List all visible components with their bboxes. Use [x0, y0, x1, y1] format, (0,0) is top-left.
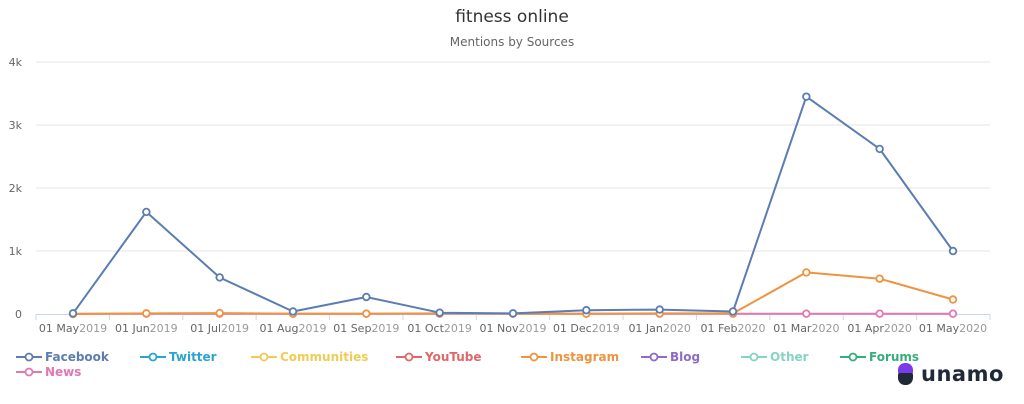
legend-label: News: [45, 365, 82, 379]
x-tick-label: 01 Feb2020: [701, 322, 766, 335]
brand-logo-mark-icon: [898, 363, 913, 385]
x-tick-label: 01 Apr2020: [847, 322, 912, 335]
x-tick-label: 01 Dec2019: [553, 322, 620, 335]
data-point-facebook: [215, 273, 224, 282]
y-tick-label: 4k: [9, 56, 23, 69]
data-point-facebook: [582, 306, 591, 315]
legend-symbol-icon: [641, 352, 667, 362]
data-point-instagram: [215, 308, 224, 318]
legend-label: Blog: [670, 350, 701, 364]
legend-item-forums[interactable]: Forums: [839, 350, 919, 364]
legend-symbol-icon: [741, 352, 767, 362]
data-point-instagram: [948, 295, 958, 304]
legend-symbol-icon: [140, 352, 166, 362]
legend-label: Forums: [869, 350, 920, 364]
data-point-facebook: [435, 308, 444, 317]
legend-item-news[interactable]: News: [15, 365, 81, 379]
legend-item-instagram[interactable]: Instagram: [520, 350, 619, 364]
x-tick-label: 01 Sep2019: [333, 322, 399, 335]
data-point-facebook: [68, 309, 78, 318]
x-tick-label: 01 Jan2020: [628, 322, 690, 335]
legend-symbol-icon: [16, 367, 42, 377]
y-tick-label: 3k: [9, 119, 23, 132]
legend-item-other[interactable]: Other: [740, 350, 809, 364]
legend-label: Instagram: [550, 350, 620, 364]
x-tick-label: 01 Oct2019: [407, 322, 472, 335]
chart-title: fitness online: [455, 7, 569, 27]
chart-subtitle: Mentions by Sources: [449, 35, 575, 49]
data-point-instagram: [362, 309, 371, 318]
legend-symbol-icon: [521, 352, 547, 362]
y-tick-label: 1k: [9, 245, 23, 258]
x-tick-label: 01 May2019: [39, 322, 107, 335]
data-point-facebook: [948, 246, 958, 256]
legend-label: Other: [770, 350, 809, 364]
data-point-facebook: [875, 144, 884, 154]
data-point-facebook: [508, 309, 518, 318]
data-point-facebook: [802, 92, 811, 101]
legend-label: YouTube: [425, 350, 482, 364]
x-tick-label: 01 May2020: [919, 322, 987, 335]
x-tick-label: 01 Nov2019: [480, 322, 547, 335]
legend-item-communities[interactable]: Communities: [250, 350, 368, 364]
legend-symbol-icon: [840, 352, 866, 362]
y-tick-label: 0: [15, 308, 22, 321]
legend-label: Communities: [280, 350, 369, 364]
legend-label: Facebook: [45, 350, 109, 364]
x-tick-label: 01 Jun2019: [115, 322, 178, 335]
data-point-facebook: [728, 307, 738, 316]
data-point-facebook: [288, 307, 298, 316]
legend-item-youtube[interactable]: YouTube: [395, 350, 482, 364]
legend-item-blog[interactable]: Blog: [640, 350, 700, 364]
data-point-news: [875, 309, 884, 318]
x-tick-label: 01 Aug2019: [260, 322, 327, 335]
data-point-instagram: [802, 268, 811, 277]
data-point-facebook: [655, 305, 664, 314]
x-tick-label: 01 Jul2019: [190, 322, 249, 335]
x-tick-label: 01 Mar2020: [773, 322, 839, 335]
data-point-instagram: [875, 274, 884, 283]
series-line-facebook: [72, 95, 954, 315]
legend-symbol-icon: [16, 352, 42, 362]
legend-label: Twitter: [169, 350, 217, 364]
data-point-instagram: [142, 309, 151, 318]
legend-item-twitter[interactable]: Twitter: [139, 350, 217, 364]
brand-logo: unamo: [898, 362, 1004, 386]
data-point-news: [802, 309, 811, 318]
series-line-instagram: [72, 271, 954, 315]
data-point-facebook: [362, 292, 371, 302]
data-point-facebook: [142, 207, 151, 217]
y-tick-label: 2k: [9, 182, 23, 195]
plot-area: 0 1k 2k 3k 4k 01 May2019 01 Jun2019 01 Jul2019 0…: [9, 56, 991, 335]
legend-symbol-icon: [251, 352, 277, 362]
legend-symbol-icon: [396, 352, 422, 362]
data-point-news: [948, 309, 958, 318]
brand-logo-text: unamo: [921, 362, 1004, 386]
legend-item-facebook[interactable]: Facebook: [15, 350, 109, 364]
